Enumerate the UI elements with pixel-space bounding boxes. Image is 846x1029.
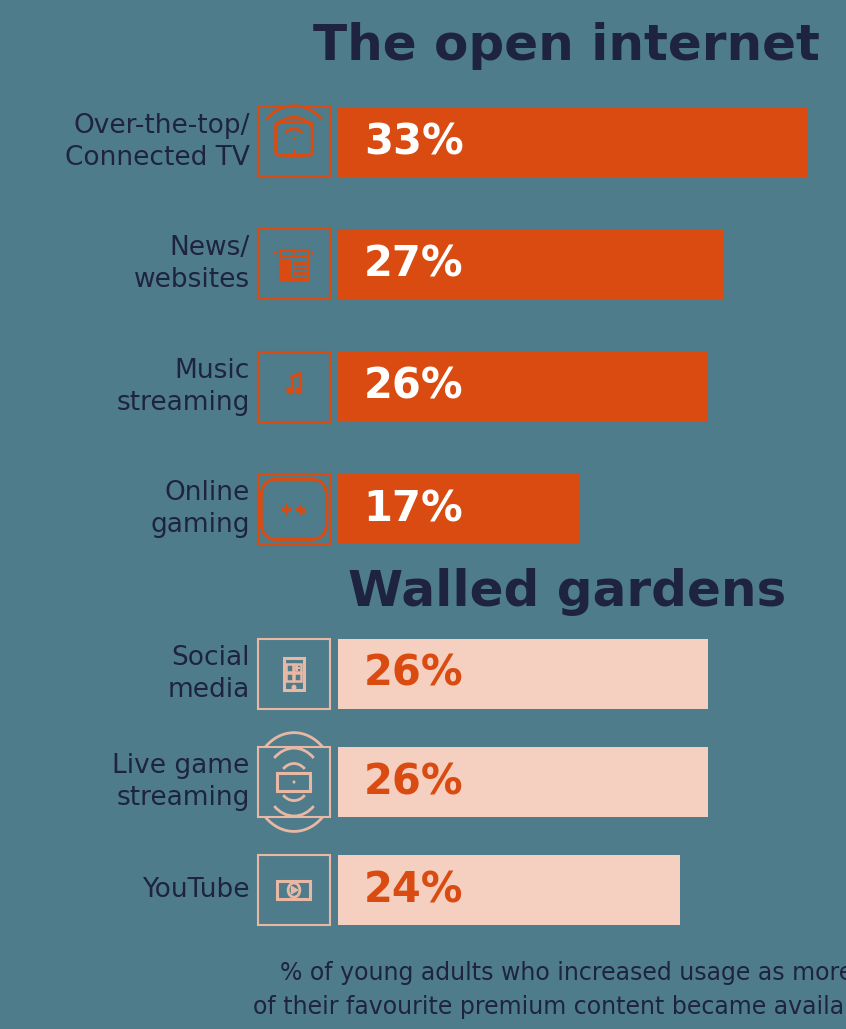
Text: 33%: 33% xyxy=(364,121,464,163)
Text: Social
media: Social media xyxy=(168,645,250,703)
Circle shape xyxy=(312,252,313,254)
FancyBboxPatch shape xyxy=(338,229,722,299)
Text: Over-the-top/
Connected TV: Over-the-top/ Connected TV xyxy=(64,113,250,171)
FancyBboxPatch shape xyxy=(338,855,680,925)
FancyBboxPatch shape xyxy=(338,747,708,817)
Text: The open internet: The open internet xyxy=(313,23,821,70)
Text: 26%: 26% xyxy=(364,761,464,803)
Text: 24%: 24% xyxy=(364,870,464,911)
Text: Live game
streaming: Live game streaming xyxy=(113,753,250,811)
Circle shape xyxy=(275,252,276,254)
FancyBboxPatch shape xyxy=(338,352,708,422)
FancyBboxPatch shape xyxy=(282,259,292,277)
Text: 26%: 26% xyxy=(364,366,464,407)
Ellipse shape xyxy=(287,388,293,394)
Ellipse shape xyxy=(295,388,301,394)
Text: 26%: 26% xyxy=(364,653,464,695)
Polygon shape xyxy=(291,886,298,894)
Text: 17%: 17% xyxy=(364,489,464,530)
FancyBboxPatch shape xyxy=(338,639,708,709)
Circle shape xyxy=(299,505,301,508)
Text: News/
websites: News/ websites xyxy=(134,236,250,293)
Text: 27%: 27% xyxy=(364,244,464,285)
Text: YouTube: YouTube xyxy=(142,877,250,903)
FancyBboxPatch shape xyxy=(338,107,808,177)
Text: Music
streaming: Music streaming xyxy=(116,358,250,416)
Circle shape xyxy=(302,510,305,513)
FancyBboxPatch shape xyxy=(338,474,580,544)
Text: % of young adults who increased usage as more
of their favourite premium content: % of young adults who increased usage as… xyxy=(253,961,846,1019)
Text: Online
gaming: Online gaming xyxy=(150,481,250,538)
Text: Walled gardens: Walled gardens xyxy=(348,568,786,615)
